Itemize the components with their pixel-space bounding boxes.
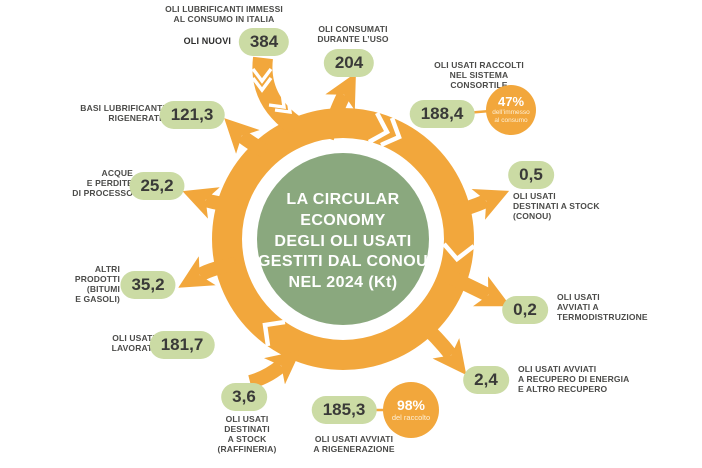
center-disc — [257, 153, 429, 325]
pct-circle-rigenerazione: 98% del raccolto — [383, 382, 439, 438]
label-acque-perdite: ACQUE E PERDITE DI PROCESSO — [72, 168, 133, 199]
arrow-stock-conou — [448, 188, 510, 220]
value-badge-oli-lavorati: 181,7 — [149, 331, 215, 359]
value-badge-oli-nuovi: 384 — [238, 28, 290, 56]
label-oli-lubrificanti-immessi: OLI LUBRIFICANTI IMMESSI AL CONSUMO IN I… — [165, 4, 283, 25]
label-oli-consumati: OLI CONSUMATI DURANTE L’USO — [317, 24, 389, 45]
flow-ring — [212, 108, 474, 370]
pct-caption-raccolto: dell’immesso al consumo — [492, 109, 530, 124]
arrow-altri-prodotti — [178, 256, 238, 288]
entry-chevron-icons — [251, 67, 292, 114]
pct-value-rigenerazione: 98% — [396, 397, 426, 414]
value-badge-stock-raffineria: 3,6 — [221, 383, 267, 411]
value-badge-termodistruzione: 0,2 — [502, 296, 548, 324]
value-badge-oli-consumati: 204 — [323, 49, 375, 77]
pct-circle-raccolto: 47% dell’immesso al consumo — [486, 85, 536, 135]
value-badge-recupero-energia: 2,4 — [463, 366, 509, 394]
label-termodistruzione: OLI USATI AVVIATI A TERMODISTRUZIONE — [557, 292, 648, 323]
label-oli-lavorati: OLI USATI LAVORATI — [111, 333, 155, 354]
label-oli-raccolti: OLI USATI RACCOLTI NEL SISTEMA CONSORTIL… — [434, 60, 524, 91]
arrow-recupero-energia — [413, 314, 467, 376]
value-badge-stock-conou: 0,5 — [508, 161, 554, 189]
label-oli-nuovi: OLI NUOVI — [183, 36, 231, 46]
value-badge-oli-raccolti: 188,4 — [409, 100, 475, 128]
label-stock-raffineria: OLI USATI DESTINATI A STOCK (RAFFINERIA) — [217, 414, 277, 455]
value-badge-altri-prodotti: 35,2 — [120, 271, 176, 299]
value-badge-rigenerazione: 185,3 — [311, 396, 377, 424]
label-altri-prodotti: ALTRI PRODOTTI (BITUMI E GASOLI) — [74, 264, 120, 305]
arrow-acque-perdite — [182, 187, 239, 219]
pct-value-raccolto: 47% — [497, 94, 525, 110]
label-recupero-energia: OLI USATI AVVIATI A RECUPERO DI ENERGIA … — [518, 364, 630, 395]
arrow-termodistruzione — [445, 269, 511, 307]
arrow-oli-consumati — [320, 72, 356, 141]
arrow-basi-rigenerate — [224, 118, 270, 159]
label-stock-conou: OLI USATI DESTINATI A STOCK (CONOU) — [513, 191, 600, 222]
entry-band-oli-nuovi — [252, 56, 302, 135]
label-rigenerazione: OLI USATI AVVIATI A RIGENERAZIONE — [313, 434, 395, 455]
label-basi-rigenerate: BASI LUBRIFICANTI RIGENERATE — [80, 103, 165, 124]
diagram-title: LA CIRCULAR ECONOMY DEGLI OLI USATI GEST… — [257, 191, 429, 292]
arrow-from-stock-raffineria — [248, 350, 301, 389]
value-badge-basi-rigenerate: 121,3 — [159, 101, 225, 129]
ring-chevron-notch-icons — [262, 111, 476, 347]
value-badge-acque-perdite: 25,2 — [129, 172, 185, 200]
pct-caption-rigenerazione: del raccolto — [391, 412, 431, 422]
